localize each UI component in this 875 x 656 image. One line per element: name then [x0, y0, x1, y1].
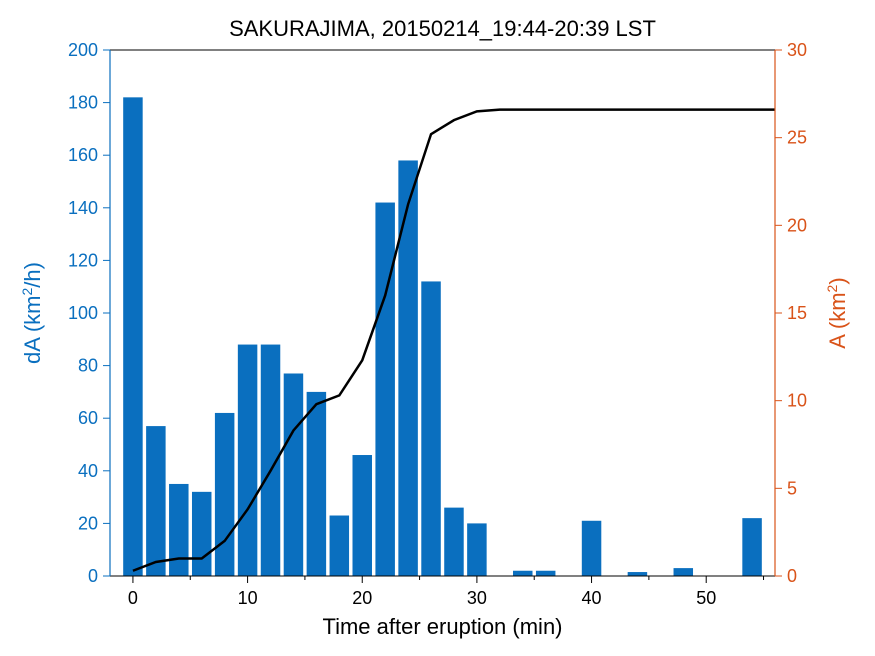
bar: [375, 203, 394, 576]
right-y-tick-label: 25: [787, 128, 807, 148]
bar: [215, 413, 234, 576]
bar: [398, 160, 417, 576]
bar: [582, 521, 601, 576]
right-y-tick-label: 15: [787, 303, 807, 323]
x-tick-label: 30: [467, 588, 487, 608]
bar: [513, 571, 532, 576]
left-y-tick-label: 100: [68, 303, 98, 323]
left-y-tick-label: 180: [68, 93, 98, 113]
left-y-tick-label: 200: [68, 40, 98, 60]
bar: [284, 373, 303, 576]
bar: [123, 97, 142, 576]
chart-svg: 0 10 20 30 40 50 0 20 40 60 80 100 120 140 160 180 200 0 5…: [0, 0, 875, 656]
x-tick-label: 0: [128, 588, 138, 608]
bar: [192, 492, 211, 576]
right-y-tick-label: 10: [787, 391, 807, 411]
left-y-tick-label: 60: [78, 408, 98, 428]
bar: [169, 484, 188, 576]
x-tick-label: 40: [582, 588, 602, 608]
left-y-tick-label: 120: [68, 250, 98, 270]
left-y-axis-label: dA (km2/h): [19, 262, 45, 364]
right-y-tick-label: 0: [787, 566, 797, 586]
left-y-tick-label: 20: [78, 513, 98, 533]
chart-title: SAKURAJIMA, 20150214_19:44-20:39 LST: [229, 16, 656, 41]
bar: [467, 523, 486, 576]
bar: [352, 455, 371, 576]
bar: [146, 426, 165, 576]
bar: [742, 518, 761, 576]
right-y-tick-label: 20: [787, 215, 807, 235]
x-tick-label: 20: [352, 588, 372, 608]
right-y-tick-label: 30: [787, 40, 807, 60]
chart-container: 0 10 20 30 40 50 0 20 40 60 80 100 120 140 160 180 200 0 5…: [0, 0, 875, 656]
x-tick-label: 50: [696, 588, 716, 608]
left-y-tick-label: 80: [78, 356, 98, 376]
left-y-tick-label: 140: [68, 198, 98, 218]
left-y-tick-label: 0: [88, 566, 98, 586]
right-y-tick-label: 5: [787, 478, 797, 498]
bar: [330, 516, 349, 576]
x-axis-label: Time after eruption (min): [322, 614, 562, 639]
bar: [536, 571, 555, 576]
bar: [307, 392, 326, 576]
left-y-tick-label: 160: [68, 145, 98, 165]
bar: [444, 508, 463, 576]
bar: [674, 568, 693, 576]
right-y-axis-label: A (km2): [824, 277, 850, 348]
bar: [628, 572, 647, 576]
bar: [238, 345, 257, 576]
bar: [421, 281, 440, 576]
x-tick-label: 10: [238, 588, 258, 608]
left-y-tick-label: 40: [78, 461, 98, 481]
